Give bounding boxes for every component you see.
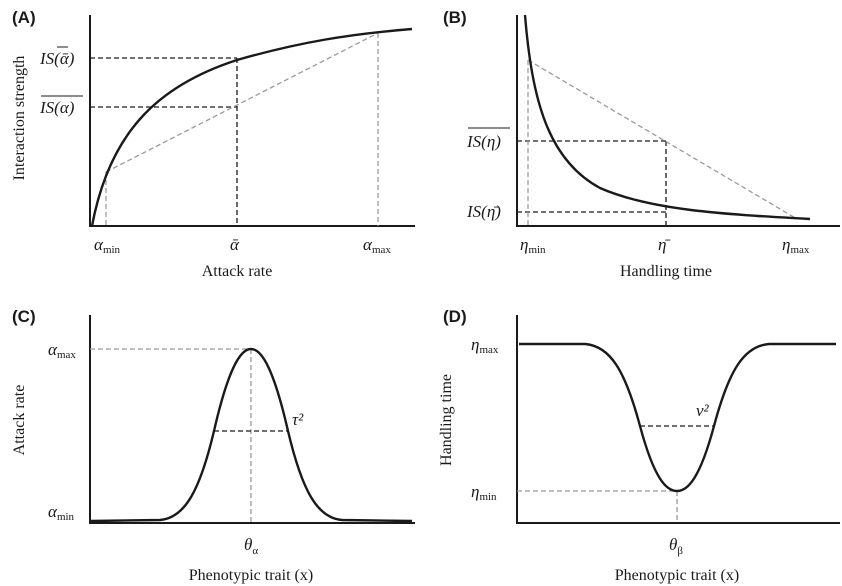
panel-c-x-center: θα <box>244 535 258 557</box>
panel-d-x-center: θβ <box>669 535 683 557</box>
panel-a-x-min: αmin <box>94 235 121 256</box>
panel-d: (D) ηmax ηmin Handling time ν² θβ Phenot… <box>438 307 840 584</box>
panel-a-ylabel: Interaction strength <box>11 56 28 181</box>
panel-a-chord <box>105 32 379 173</box>
panel-a-curve <box>90 27 413 227</box>
panel-b-xlabel: Handling time <box>620 263 712 280</box>
panel-b-x-min: ηmin <box>520 235 546 256</box>
panel-c-xlabel: Phenotypic trait (x) <box>189 567 313 584</box>
panel-c-curve <box>90 347 413 523</box>
panel-b-y-tick-bottom: IS(η̄) <box>466 202 501 221</box>
panel-a-xlabel: Attack rate <box>202 263 273 280</box>
panel-a-label: (A) <box>12 8 36 27</box>
panel-d-y-top: ηmax <box>471 335 499 356</box>
panel-b-label: (B) <box>443 8 467 27</box>
panel-b-curve <box>523 14 811 221</box>
panel-c-y-top: αmax <box>48 340 76 361</box>
panel-d-label: (D) <box>443 307 467 326</box>
panel-c-y-bottom: αmin <box>48 502 75 523</box>
panel-d-xlabel: Phenotypic trait (x) <box>615 567 739 584</box>
panel-a-x-max: αmax <box>363 235 391 256</box>
panel-b-x-mid: η̄ <box>658 235 671 254</box>
panel-c-width-label: τ² <box>292 410 304 429</box>
panel-c: (C) αmax αmin Attack rate τ² θα Phenotyp… <box>11 307 415 584</box>
panel-d-ylabel: Handling time <box>438 374 455 466</box>
panel-d-width-label: ν² <box>696 401 710 420</box>
panel-d-curve <box>519 342 836 493</box>
panel-b-y-tick-top: IS(η) <box>466 132 501 151</box>
panel-a-x-mid: ᾱ <box>230 235 240 254</box>
panel-a: (A) IS(ᾱ) IS(α) Interaction strength αmi… <box>11 8 415 280</box>
panel-a-y-tick-top: IS(ᾱ) <box>39 49 75 68</box>
panel-a-y-tick-bottom: IS(α) <box>39 98 75 117</box>
panel-b: (B) IS(η) IS(η̄) ηmin η̄ ηmax Handling t… <box>443 8 840 280</box>
panel-c-label: (C) <box>12 307 36 326</box>
panel-c-ylabel: Attack rate <box>11 385 28 456</box>
panel-b-x-max: ηmax <box>782 235 810 256</box>
panel-d-y-bottom: ηmin <box>471 482 497 503</box>
panel-b-chord <box>527 59 798 220</box>
